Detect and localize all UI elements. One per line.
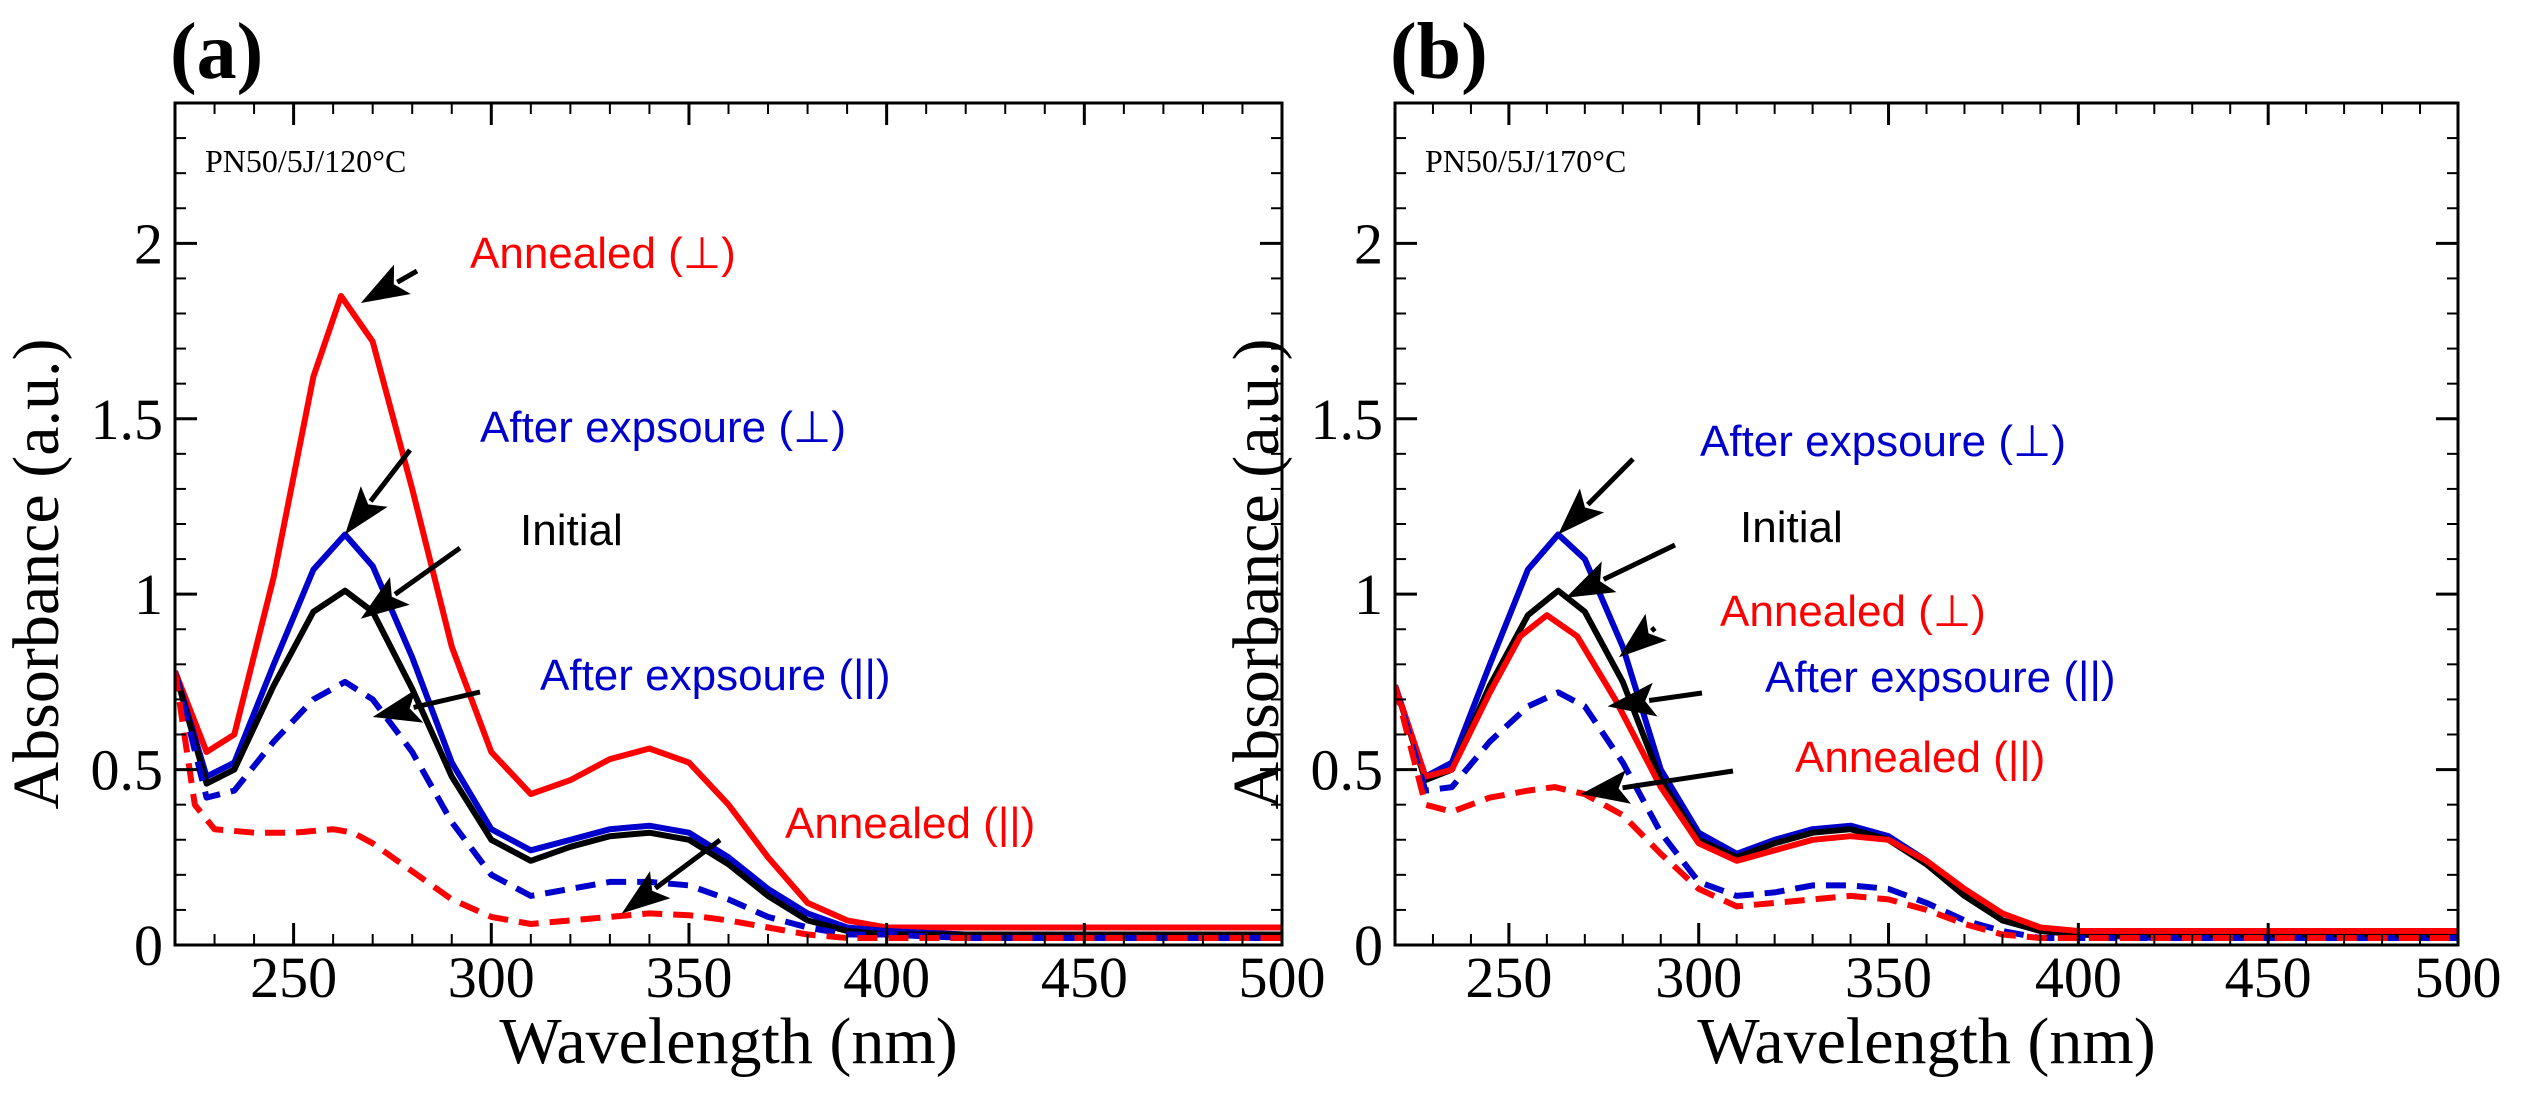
annotation-arrow (621, 837, 722, 914)
annotation-arrow (345, 448, 412, 535)
y-tick-label: 1.5 (1311, 387, 1384, 452)
x-tick-label: 350 (1845, 945, 1932, 1010)
series-line-annealed-solid (1395, 612, 2458, 934)
y-tick-label: 0.5 (91, 738, 164, 803)
x-tick-label: 400 (843, 945, 930, 1010)
x-tick-label: 500 (1239, 945, 1326, 1010)
x-axis-title: Wavelength (nm) (1697, 1005, 2155, 1078)
sample-label: PN50/5J/170°C (1425, 143, 1626, 179)
panel-b: 250 300 350 400 450 500 0 0.5 1 1.5 2 Wavelength (n… (1220, 8, 2502, 1078)
sample-label: PN50/5J/120°C (205, 143, 406, 179)
panel-label: (b) (1390, 8, 1488, 96)
x-tick-label: 450 (1041, 945, 1128, 1010)
annotation-arrow (1581, 768, 1734, 804)
annotation-arrow (1619, 613, 1667, 658)
x-axis-title: Wavelength (nm) (499, 1005, 957, 1078)
series-line-after-expsoure-dashed (1395, 684, 2458, 941)
series-line-after-expsoure-solid (175, 531, 1282, 938)
x-tick-label: 300 (1655, 945, 1742, 1010)
x-tick-label: 500 (2415, 945, 2502, 1010)
series-line-after-expsoure-dashed (175, 670, 1282, 941)
y-axis-title: Absorbance (a.u.) (0, 339, 73, 810)
x-tick-label: 400 (2035, 945, 2122, 1010)
annotation-label: Annealed (⊥) (470, 229, 736, 278)
series-line-annealed-dashed (175, 670, 1282, 941)
x-tick-label: 450 (2225, 945, 2312, 1010)
annotation-arrow (1558, 457, 1635, 535)
annotation-label: Annealed (||) (1795, 733, 2045, 782)
y-tick-label: 2 (1354, 211, 1383, 276)
annotation-label: After expsoure (⊥) (480, 403, 846, 452)
annotation-label: After expsoure (||) (1765, 653, 2116, 702)
annotation-arrow (1607, 682, 1703, 717)
series-line-annealed-solid (175, 293, 1282, 931)
panel-a: 250 300 350 400 450 500 0 0.5 1 1.5 2 Wavelength (n… (0, 8, 1326, 1078)
annotation-label: After expsoure (⊥) (1700, 417, 2066, 466)
y-tick-label: 1.5 (91, 387, 164, 452)
panel-label: (a) (170, 8, 263, 96)
y-tick-label: 2 (134, 211, 163, 276)
x-tick-label: 300 (448, 945, 535, 1010)
y-tick-label: 0 (1354, 913, 1383, 978)
annotation-label: Initial (1740, 503, 1843, 552)
annotation-arrow (1565, 542, 1677, 598)
annotation-label: Annealed (||) (785, 799, 1035, 848)
annotation-arrow (360, 545, 462, 619)
annotation-label: Initial (520, 506, 623, 555)
annotation-arrow (360, 264, 419, 303)
y-tick-label: 0 (134, 913, 163, 978)
annotation-label: Annealed (⊥) (1720, 587, 1986, 636)
y-tick-label: 1 (134, 562, 163, 627)
annotation-label: After expsoure (||) (540, 651, 891, 700)
y-axis-title: Absorbance (a.u.) (1220, 339, 1293, 810)
annotation-arrow (372, 689, 481, 723)
y-tick-label: 1 (1354, 562, 1383, 627)
series-line-initial-solid (1395, 587, 2458, 938)
x-tick-label: 250 (250, 945, 337, 1010)
x-tick-label: 250 (1465, 945, 1552, 1010)
y-tick-label: 0.5 (1311, 738, 1384, 803)
x-tick-label: 350 (645, 945, 732, 1010)
